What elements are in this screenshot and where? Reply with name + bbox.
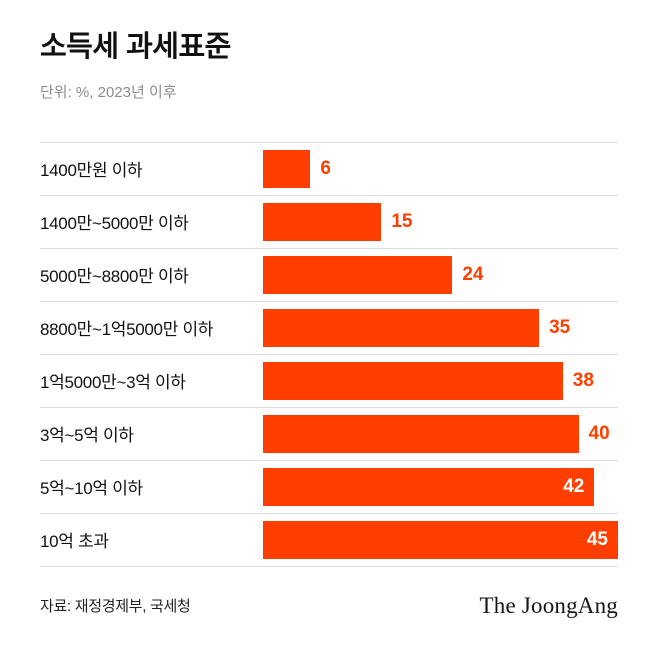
category-label: 1400만~5000만 이하	[40, 214, 189, 234]
bar-row: 1억5000만~3억 이하 38	[40, 353, 618, 407]
bar-track: 40	[263, 414, 618, 453]
bar	[263, 414, 579, 453]
category-label: 5000만~8800만 이하	[40, 267, 189, 287]
bar-track: 6	[263, 149, 618, 188]
value-label: 35	[549, 316, 571, 338]
joongang-logo: The JoongAng	[479, 592, 618, 618]
category-label: 10억 초과	[40, 532, 109, 552]
bar-chart: 1400만원 이하 6 1400만~5000만 이하 15 5000만~8800만 이하…	[40, 141, 618, 567]
bar-track: 42	[263, 467, 618, 506]
chart-title: 소득세 과세표준	[40, 31, 231, 63]
bar-track: 15	[263, 202, 618, 241]
source-note: 자료: 재정경제부, 국세청	[40, 598, 191, 616]
bar-track: 24	[263, 255, 618, 294]
value-label: 6	[320, 157, 331, 179]
bar-row: 3억~5억 이하 40	[40, 406, 618, 460]
bar	[263, 361, 563, 400]
bar-track: 45	[263, 520, 618, 559]
category-label: 8800만~1억5000만 이하	[40, 320, 214, 340]
bar-row: 1400만~5000만 이하 15	[40, 194, 618, 248]
category-label: 3억~5억 이하	[40, 426, 134, 446]
bar-row: 10억 초과 45	[40, 512, 618, 567]
value-label: 45	[586, 528, 608, 550]
bar-row: 5억~10억 이하 42	[40, 459, 618, 513]
value-label: 42	[563, 475, 585, 497]
bar-row: 5000만~8800만 이하 24	[40, 247, 618, 301]
value-label: 40	[588, 422, 610, 444]
bar-track: 35	[263, 308, 618, 347]
bar	[263, 308, 540, 347]
bar-track: 38	[263, 361, 618, 400]
value-label: 38	[572, 369, 594, 391]
bar: 45	[263, 520, 618, 559]
value-label: 24	[462, 263, 484, 285]
bar	[263, 255, 453, 294]
bar: 42	[263, 467, 595, 506]
bar-row: 1400만원 이하 6	[40, 141, 618, 195]
bar-row: 8800만~1억5000만 이하 35	[40, 300, 618, 354]
category-label: 1억5000만~3억 이하	[40, 373, 186, 393]
category-label: 1400만원 이하	[40, 161, 143, 181]
chart-footer: 자료: 재정경제부, 국세청 The JoongAng	[40, 593, 618, 619]
chart-subtitle: 단위: %, 2023년 이후	[40, 83, 177, 101]
bar	[263, 149, 311, 188]
bar	[263, 202, 382, 241]
value-label: 15	[391, 210, 413, 232]
category-label: 5억~10억 이하	[40, 479, 143, 499]
